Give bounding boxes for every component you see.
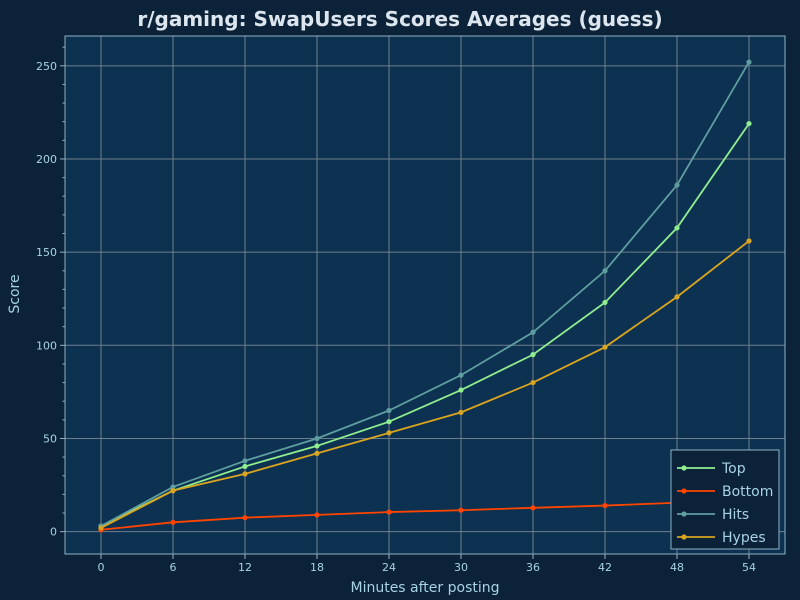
legend-marker-hypes bbox=[681, 534, 687, 540]
legend-marker-top bbox=[681, 465, 687, 471]
point-hypes bbox=[386, 430, 392, 436]
x-axis-label: Minutes after posting bbox=[350, 580, 499, 596]
point-top bbox=[386, 419, 392, 425]
point-hits bbox=[170, 484, 176, 490]
point-hits bbox=[602, 268, 608, 274]
point-top bbox=[674, 225, 680, 231]
point-hypes bbox=[530, 379, 536, 386]
point-top bbox=[314, 443, 320, 449]
point-top bbox=[746, 120, 752, 127]
series-line-bottom bbox=[100, 499, 750, 531]
y-tick-label: 0 bbox=[50, 526, 57, 539]
point-bottom bbox=[386, 509, 392, 515]
legend-label-top: Top bbox=[721, 461, 746, 477]
point-bottom bbox=[170, 519, 176, 525]
y-tick-label: 250 bbox=[36, 60, 57, 73]
point-hypes bbox=[314, 450, 320, 456]
y-tick-label: 150 bbox=[36, 246, 57, 259]
point-hits bbox=[314, 435, 320, 442]
point-bottom bbox=[602, 502, 608, 509]
legend-box bbox=[670, 449, 780, 550]
plot-area bbox=[65, 36, 785, 554]
legend-label-hypes: Hypes bbox=[722, 530, 766, 546]
point-hits bbox=[674, 182, 680, 188]
x-tick-label: 18 bbox=[310, 561, 324, 574]
point-hits bbox=[746, 59, 752, 65]
series-group bbox=[98, 59, 752, 533]
y-tick-label: 200 bbox=[36, 153, 57, 166]
chart-title: r/gaming: SwapUsers Scores Averages (gue… bbox=[137, 7, 662, 31]
series-line-hits bbox=[100, 61, 750, 527]
series-line-hypes bbox=[100, 240, 750, 529]
point-hits bbox=[242, 458, 248, 464]
point-hits bbox=[530, 329, 536, 335]
point-bottom bbox=[242, 515, 248, 521]
series-line-top bbox=[100, 123, 750, 527]
legend-marker-bottom bbox=[681, 488, 687, 494]
point-hypes bbox=[170, 488, 176, 494]
legend-label-bottom: Bottom bbox=[722, 484, 773, 500]
y-axis-label: Score bbox=[7, 274, 23, 313]
point-hypes bbox=[674, 294, 680, 300]
point-top bbox=[458, 387, 464, 393]
plot-frame bbox=[64, 35, 786, 555]
x-tick-label: 24 bbox=[382, 561, 396, 574]
x-tick-label: 48 bbox=[670, 561, 684, 574]
legend-marker-hits bbox=[681, 511, 687, 517]
y-tick-label: 50 bbox=[43, 432, 57, 445]
x-tick-label: 6 bbox=[170, 561, 177, 574]
point-top bbox=[602, 299, 608, 306]
x-tick-label: 42 bbox=[598, 561, 612, 574]
y-tick-label: 100 bbox=[36, 339, 57, 352]
point-hypes bbox=[746, 238, 752, 244]
point-hits bbox=[458, 372, 464, 378]
point-top bbox=[242, 463, 248, 470]
legend: Top Bottom Hits Hypes bbox=[670, 449, 780, 550]
x-tick-label: 30 bbox=[454, 561, 468, 574]
point-bottom bbox=[314, 512, 320, 518]
point-hits bbox=[386, 407, 392, 414]
point-bottom bbox=[458, 507, 464, 513]
point-hypes bbox=[602, 344, 608, 350]
x-tick-label: 54 bbox=[742, 561, 756, 574]
grid-lines bbox=[65, 36, 785, 554]
point-top bbox=[530, 352, 536, 358]
x-tick-label: 36 bbox=[526, 561, 540, 574]
point-hypes bbox=[242, 471, 248, 477]
x-tick-label: 12 bbox=[238, 561, 252, 574]
point-hypes bbox=[458, 409, 464, 415]
x-tick-label: 0 bbox=[98, 561, 105, 574]
legend-label-hits: Hits bbox=[722, 507, 749, 523]
point-hypes bbox=[98, 525, 104, 531]
point-bottom bbox=[530, 505, 536, 511]
axis-ticks: 0 6 12 18 24 30 36 42 48 54 0 50 100 150 200 250 bbox=[36, 46, 756, 574]
